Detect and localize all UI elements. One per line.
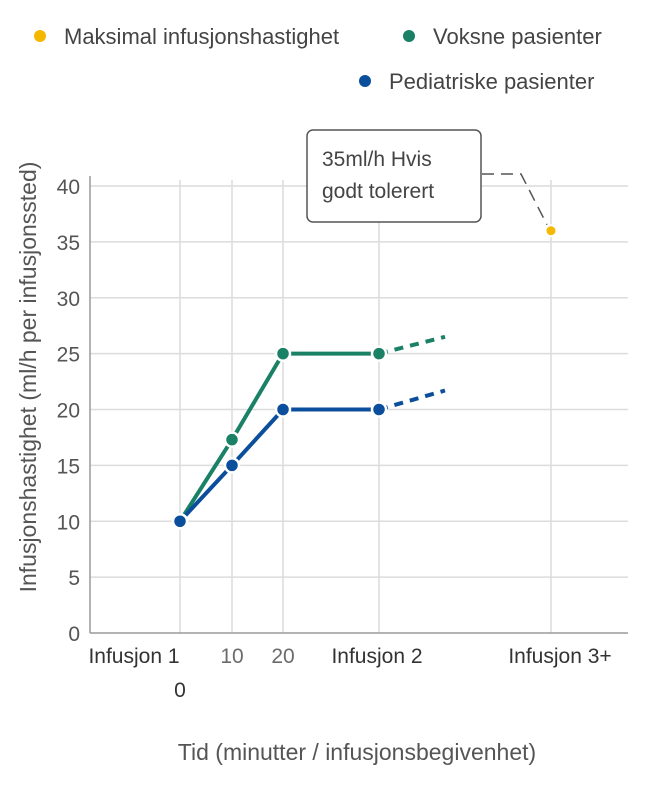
grid [90,180,628,633]
x-tick-label-zero: 0 [174,679,186,702]
x-axis-label: Tid (minutter / infusjonsbegivenhet) [178,739,536,765]
x-tick-label-inf1: Infusjon 1 [88,645,179,668]
x-tick-label-m20: 20 [271,645,294,668]
legend-label-0: Maksimal infusjonshastighet [64,24,339,49]
legend-marker-0 [34,30,46,42]
x-tick-label-inf2: Infusjon 2 [331,645,422,668]
legend-label-1: Voksne pasienter [433,24,602,49]
x-tick-labels: Infusjon 1 0 10 20 Infusjon 2 Infusjon 3+ [88,645,611,702]
series-2-point-0 [171,513,189,530]
legend: Maksimal infusjonshastighet Voksne pasien… [34,24,602,94]
series-line-1 [178,351,381,524]
series-2-point-2 [274,401,292,418]
annotation: 35ml/h Hvis godt tolerert [306,129,548,226]
x-tick-label-m10: 10 [220,645,243,668]
y-tick-label-35: 35 [57,232,80,255]
series-2-point-1 [223,457,241,474]
series-lines [178,334,446,524]
annotation-leader-line [482,173,548,226]
series-1-point-2 [274,345,292,362]
series-dashed-line-2 [378,388,446,412]
y-tick-labels: 0 5 10 15 20 25 30 35 40 [57,176,80,646]
series-dashed-line-1 [378,334,446,356]
y-tick-label-40: 40 [57,176,80,199]
legend-label-2: Pediatriske pasienter [389,69,594,94]
legend-marker-2 [359,75,371,87]
annotation-text-line-1: godt tolerert [322,180,434,203]
series-2-point-3 [370,401,388,418]
y-tick-label-15: 15 [57,455,80,478]
annotation-text-line-0: 35ml/h Hvis [322,148,432,171]
series-0-point-0 [544,224,558,238]
annotation-box [306,129,482,223]
legend-marker-1 [403,30,415,42]
y-tick-label-5: 5 [68,567,80,590]
y-tick-label-0: 0 [68,623,80,646]
y-tick-label-10: 10 [57,511,80,534]
series-line-2 [178,407,381,524]
series-1-point-1 [223,431,241,448]
y-axis-label: Infusjonshastighet (ml/h per infusjonsst… [15,162,41,593]
axes [89,176,628,634]
series-points [171,224,558,530]
y-tick-label-30: 30 [57,288,80,311]
y-tick-label-25: 25 [57,344,80,367]
y-tick-label-20: 20 [57,400,80,423]
x-tick-label-inf3: Infusjon 3+ [508,645,611,668]
series-1-point-3 [370,345,388,362]
